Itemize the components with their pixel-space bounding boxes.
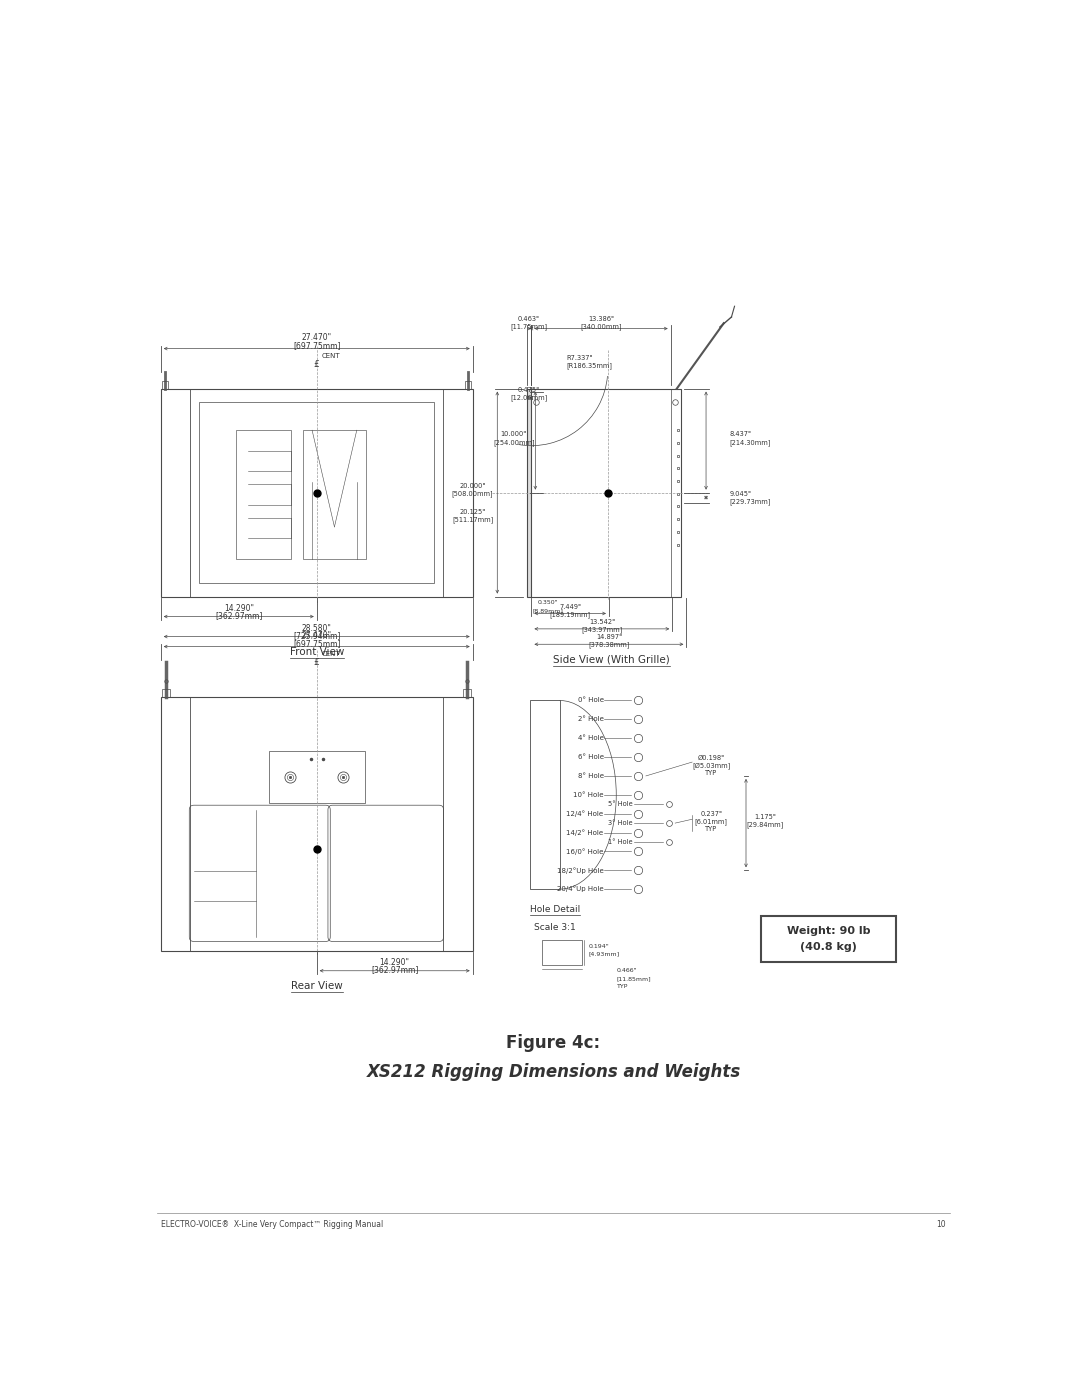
Text: 20.000": 20.000": [459, 483, 486, 489]
Text: [11.85mm]: [11.85mm]: [617, 977, 651, 981]
Text: 0.350": 0.350": [538, 601, 558, 605]
Text: 9.045": 9.045": [729, 490, 752, 497]
Text: 2° Hole: 2° Hole: [578, 717, 604, 722]
Text: (40.8 kg): (40.8 kg): [800, 942, 858, 951]
Text: £: £: [314, 360, 320, 369]
Text: [189.19mm]: [189.19mm]: [550, 610, 591, 617]
Text: Rear View: Rear View: [291, 981, 342, 990]
Bar: [465, 381, 471, 388]
Text: [340.00mm]: [340.00mm]: [580, 324, 622, 331]
Text: 14.290": 14.290": [224, 604, 254, 612]
Text: 0.463": 0.463": [518, 316, 540, 323]
Text: 13.386": 13.386": [589, 316, 615, 323]
Text: Weight: 90 lb: Weight: 90 lb: [787, 926, 870, 936]
Text: [214.30mm]: [214.30mm]: [729, 439, 770, 446]
Bar: [200, 402, 434, 583]
Text: 20.125": 20.125": [459, 509, 486, 515]
Bar: [161, 388, 473, 597]
Text: [6.01mm]: [6.01mm]: [694, 819, 728, 826]
Bar: [527, 388, 681, 597]
Text: [R186.35mm]: [R186.35mm]: [566, 362, 612, 369]
Bar: [162, 381, 168, 388]
Text: 13.542": 13.542": [589, 619, 615, 624]
Text: 14.290": 14.290": [380, 958, 409, 967]
Text: 0.237": 0.237": [700, 810, 723, 817]
Text: 14/2° Hole: 14/2° Hole: [566, 830, 604, 835]
Text: TYP: TYP: [705, 770, 717, 775]
Text: 10.000": 10.000": [501, 432, 527, 437]
Text: 8° Hole: 8° Hole: [578, 773, 604, 780]
Text: Hole Detail: Hole Detail: [530, 905, 580, 914]
Text: CENT: CENT: [321, 651, 340, 657]
Text: Ø0.198": Ø0.198": [698, 754, 725, 760]
Text: 20/4°Up Hole: 20/4°Up Hole: [557, 886, 604, 893]
Text: 6° Hole: 6° Hole: [578, 754, 604, 760]
Text: 8.437": 8.437": [729, 432, 752, 437]
Text: [Ø5.03mm]: [Ø5.03mm]: [692, 761, 730, 768]
Text: £: £: [314, 658, 320, 668]
Text: [254.00mm]: [254.00mm]: [492, 439, 535, 446]
Text: [343.97mm]: [343.97mm]: [581, 626, 622, 633]
Text: [697.75mm]: [697.75mm]: [293, 638, 340, 648]
Text: [11.75mm]: [11.75mm]: [511, 324, 548, 331]
Text: 14.897": 14.897": [596, 634, 622, 640]
Text: Front View: Front View: [289, 647, 343, 657]
Text: TYP: TYP: [617, 983, 627, 989]
Text: 10° Hole: 10° Hole: [573, 792, 604, 798]
Bar: [235, 430, 292, 559]
Bar: [530, 700, 559, 888]
Text: 28.580": 28.580": [301, 623, 332, 633]
Text: [29.84mm]: [29.84mm]: [746, 821, 784, 828]
Bar: [463, 689, 471, 697]
Text: 27.470": 27.470": [301, 334, 332, 342]
Text: [511.17mm]: [511.17mm]: [453, 515, 494, 522]
Text: XS212 Rigging Dimensions and Weights: XS212 Rigging Dimensions and Weights: [366, 1063, 741, 1081]
Text: 1.175": 1.175": [754, 814, 777, 820]
Text: [725.94mm]: [725.94mm]: [293, 631, 340, 640]
Text: [362.97mm]: [362.97mm]: [215, 612, 262, 620]
Text: 5° Hole: 5° Hole: [608, 802, 633, 807]
Text: R7.337": R7.337": [566, 355, 593, 360]
Text: [4.93mm]: [4.93mm]: [589, 951, 619, 957]
Text: 27.470": 27.470": [301, 631, 332, 640]
Text: 0° Hole: 0° Hole: [578, 697, 604, 704]
Bar: [302, 430, 366, 559]
Bar: [527, 388, 531, 597]
Text: [362.97mm]: [362.97mm]: [372, 965, 418, 975]
Text: [697.75mm]: [697.75mm]: [293, 341, 340, 351]
Text: 0.475": 0.475": [518, 387, 540, 393]
Text: 10: 10: [936, 1220, 946, 1228]
Text: 12/4° Hole: 12/4° Hole: [566, 810, 604, 817]
Text: [8.89mm]: [8.89mm]: [532, 608, 564, 613]
Text: 1° Hole: 1° Hole: [608, 840, 633, 845]
Text: [508.00mm]: [508.00mm]: [451, 490, 494, 497]
Bar: [162, 689, 170, 697]
Text: [12.06mm]: [12.06mm]: [511, 394, 548, 401]
Bar: [269, 752, 365, 803]
Bar: [761, 916, 896, 963]
Text: Scale 3:1: Scale 3:1: [535, 923, 576, 932]
Text: CENT: CENT: [321, 353, 340, 359]
Bar: [542, 940, 582, 964]
Text: Side View (With Grille): Side View (With Grille): [553, 654, 670, 665]
Text: TYP: TYP: [705, 826, 717, 833]
Text: ELECTRO-VOICE®  X-Line Very Compact™ Rigging Manual: ELECTRO-VOICE® X-Line Very Compact™ Rigg…: [161, 1220, 383, 1228]
Text: 18/2°Up Hole: 18/2°Up Hole: [557, 868, 604, 873]
Text: 0.194": 0.194": [589, 943, 609, 949]
Text: 16/0° Hole: 16/0° Hole: [566, 848, 604, 855]
Text: 4° Hole: 4° Hole: [578, 735, 604, 742]
Bar: [161, 697, 473, 951]
Text: 7.449": 7.449": [559, 604, 581, 609]
Text: [378.38mm]: [378.38mm]: [589, 641, 630, 648]
Text: 3° Hole: 3° Hole: [608, 820, 633, 826]
Text: [229.73mm]: [229.73mm]: [729, 497, 770, 504]
Text: Figure 4c:: Figure 4c:: [507, 1034, 600, 1052]
Text: 0.466": 0.466": [617, 968, 637, 974]
